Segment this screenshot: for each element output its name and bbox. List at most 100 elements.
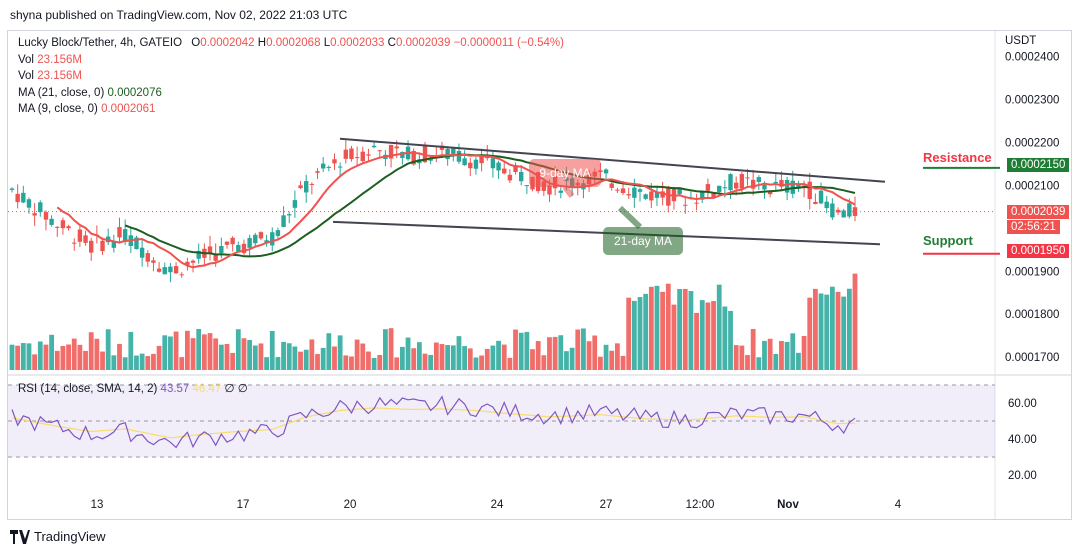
volume-bar — [433, 342, 439, 370]
candle-body — [83, 235, 88, 243]
candle-body — [77, 229, 83, 242]
footer-brand[interactable]: TradingView — [10, 529, 106, 544]
price-tick-label: 0.0002300 — [1005, 95, 1059, 107]
volume-bar — [309, 339, 315, 370]
volume-bar — [377, 355, 383, 370]
candle-body — [632, 187, 637, 198]
ma9-value: 0.0002061 — [101, 103, 156, 115]
candle-body — [32, 213, 37, 216]
volume-bar — [824, 294, 830, 370]
volume-bar — [298, 351, 303, 370]
vol-value: 23.156M — [37, 53, 82, 66]
volume-bar — [184, 330, 190, 370]
candle-body — [38, 202, 43, 213]
countdown-tag: 02:56:21 — [1007, 220, 1060, 234]
rsi-line — [11, 395, 856, 449]
time-tick-label: Nov — [777, 499, 799, 511]
candle-body — [134, 237, 139, 250]
volume-bar — [247, 340, 253, 370]
rsi-band — [8, 385, 995, 457]
price-tick-label: 0.0002400 — [1005, 52, 1059, 64]
volume-bar — [416, 342, 422, 370]
candle-body — [43, 212, 49, 220]
volume-bar — [592, 335, 598, 370]
rsi-tick-label: 20.00 — [1008, 470, 1037, 482]
volume-bar — [581, 328, 586, 370]
volume-bar — [428, 354, 434, 370]
volume-bar — [445, 345, 451, 370]
rsi-sma-value: 46.47 — [192, 383, 222, 395]
rsi-sma-line — [11, 407, 856, 439]
volume-bar — [484, 348, 490, 370]
resistance-price-tag: 0.0002150 — [1007, 158, 1070, 172]
high-label: H — [257, 37, 267, 49]
volume-bar — [812, 288, 818, 370]
publish-text: shyna published on TradingView.com, Nov … — [10, 8, 348, 22]
candle-body — [643, 194, 648, 199]
candle-body — [739, 174, 745, 189]
candle-body — [779, 179, 784, 187]
candle-body — [100, 240, 105, 252]
volume-bar — [682, 288, 688, 370]
volume-bar — [648, 286, 654, 370]
volume-bar — [456, 336, 462, 370]
volume-bar — [513, 329, 518, 370]
candle-body — [179, 274, 184, 276]
volume-bar — [450, 345, 456, 370]
candle-body — [185, 261, 190, 265]
volume-bar — [349, 356, 354, 370]
volume-bar — [722, 306, 728, 370]
volume-bar — [614, 343, 620, 370]
close-value: 0.0002039 — [395, 37, 451, 49]
candle-body — [756, 177, 762, 182]
volume-bar — [467, 348, 473, 370]
volume-bar — [168, 336, 173, 370]
volume-bar — [671, 304, 677, 370]
volume-bar — [275, 357, 281, 370]
volume-bar — [224, 343, 230, 370]
volume-bar — [201, 334, 207, 370]
volume-bar — [801, 335, 807, 370]
volume-bar — [637, 297, 643, 370]
volume-bar — [139, 353, 145, 370]
candle-body — [518, 171, 524, 182]
candle-body — [281, 215, 286, 227]
volume-bar — [490, 345, 496, 370]
volume-bar — [762, 340, 767, 370]
candle-body — [750, 179, 756, 189]
volume-bar — [756, 357, 762, 370]
volume-bar — [286, 343, 292, 370]
rsi-legend: RSI (14, close, SMA, 14, 2) 43.57 46.47 … — [18, 381, 248, 395]
candle-body — [394, 146, 399, 149]
volume-bar — [315, 354, 320, 370]
candle-body — [162, 267, 167, 275]
volume-bar — [439, 344, 445, 370]
volume-bar — [241, 338, 247, 370]
volume-bar — [26, 343, 32, 370]
symbol-title[interactable]: Lucky Block/Tether, 4h, GATEIO — [18, 37, 183, 49]
candle-body — [649, 191, 654, 201]
volume-bar — [586, 341, 592, 370]
candle-body — [224, 241, 230, 245]
volume-bar — [496, 340, 501, 370]
candle-body — [151, 260, 156, 263]
candle-body — [122, 229, 128, 243]
candle-body — [473, 159, 479, 169]
volume-bar — [371, 357, 377, 370]
volume-bar — [100, 351, 105, 370]
candle-body — [337, 166, 343, 168]
volume-bar — [518, 332, 524, 370]
candle-body — [111, 241, 117, 248]
candle-body — [360, 151, 365, 162]
candle-body — [275, 230, 281, 236]
candle-body — [377, 150, 382, 152]
volume-bar — [94, 338, 100, 370]
candle-body — [241, 243, 247, 254]
vol-label: Vol — [18, 53, 34, 66]
volume-bar — [230, 352, 236, 370]
ma21-value: 0.0002076 — [107, 86, 162, 99]
ma21-annotation-box: 21-day MA — [603, 227, 683, 255]
candle-body — [400, 152, 405, 158]
candle-body — [66, 226, 71, 229]
